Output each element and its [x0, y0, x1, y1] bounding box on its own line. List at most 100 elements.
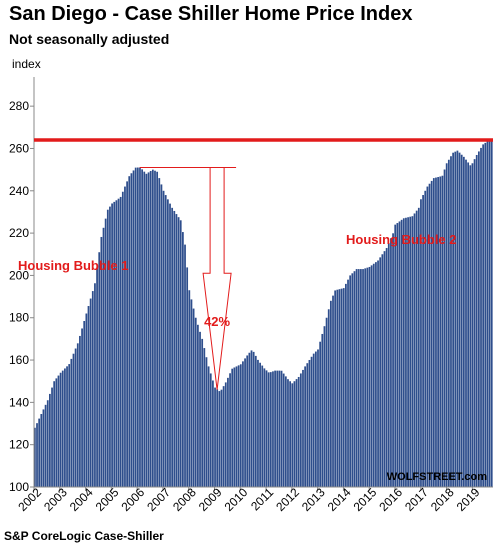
bar — [308, 359, 311, 487]
bar — [76, 343, 79, 487]
bar — [482, 144, 485, 487]
bar — [205, 357, 208, 487]
drop-arrow — [202, 167, 232, 390]
bar — [113, 201, 116, 487]
bar — [40, 414, 43, 487]
x-tick-label: 2005 — [93, 485, 122, 514]
bar — [471, 163, 474, 487]
bar — [381, 254, 384, 487]
bar — [411, 216, 414, 487]
bar — [128, 176, 131, 487]
bar — [87, 306, 90, 487]
bar — [218, 391, 221, 487]
y-tick-label: 240 — [9, 184, 29, 198]
bar — [246, 355, 249, 487]
bar — [299, 373, 302, 487]
x-tick-label: 2010 — [222, 485, 251, 514]
bar — [347, 279, 349, 487]
bar — [220, 389, 223, 487]
bar — [368, 266, 371, 487]
x-tick-label: 2018 — [428, 485, 457, 514]
bar — [147, 172, 150, 487]
bar — [239, 364, 242, 487]
chart-subtitle: Not seasonally adjusted — [9, 31, 170, 47]
bar — [46, 400, 49, 487]
bar — [488, 140, 491, 487]
bar — [443, 169, 446, 487]
bar — [109, 206, 111, 487]
bar — [383, 251, 386, 487]
bar — [81, 328, 83, 487]
x-tick-label: 2009 — [196, 485, 225, 514]
housing-bubble-2-label: Housing Bubble 2 — [346, 232, 457, 247]
bar — [151, 169, 154, 488]
axes-group — [30, 77, 493, 491]
x-tick-label: 2006 — [118, 485, 147, 514]
bar — [104, 218, 107, 487]
x-tick-labels: 2002200320042005200620072008200920102011… — [15, 485, 482, 514]
bar — [166, 199, 169, 487]
bar — [360, 269, 362, 487]
bar — [486, 141, 489, 488]
bar — [91, 291, 94, 487]
bar — [426, 186, 429, 487]
bar — [295, 379, 298, 487]
bars-group — [34, 140, 493, 488]
bar — [345, 283, 347, 487]
bar — [132, 170, 135, 487]
bar — [278, 370, 281, 487]
bar — [394, 224, 397, 487]
y-tick-label: 160 — [9, 353, 29, 367]
bar — [139, 167, 141, 487]
bar — [357, 269, 360, 487]
bar — [261, 365, 264, 487]
bar — [428, 183, 431, 488]
bar — [370, 265, 373, 487]
bar — [269, 372, 272, 487]
bar — [169, 203, 171, 488]
bar — [456, 150, 459, 487]
bar — [224, 382, 227, 487]
chart-title: San Diego - Case Shiller Home Price Inde… — [9, 3, 413, 25]
bar — [480, 147, 482, 487]
bar — [106, 209, 109, 487]
bar — [244, 358, 246, 487]
bar — [460, 154, 463, 488]
x-tick-label: 2008 — [170, 485, 199, 514]
y-tick-label: 100 — [9, 480, 29, 494]
bar — [36, 423, 38, 487]
bar — [396, 223, 399, 488]
y-tick-label: 140 — [9, 395, 29, 409]
bar — [390, 238, 392, 487]
bar — [115, 200, 118, 487]
bar — [484, 142, 487, 487]
bar — [44, 404, 47, 487]
bar — [34, 427, 36, 487]
bar — [430, 180, 433, 488]
bar — [336, 289, 339, 487]
x-tick-label: 2004 — [67, 485, 96, 514]
bar — [280, 370, 283, 487]
source-note: S&P CoreLogic Case-Shiller — [4, 529, 164, 543]
bar — [212, 380, 214, 487]
bar — [402, 218, 405, 487]
bar — [121, 191, 124, 488]
bar — [447, 159, 450, 487]
bar — [235, 366, 238, 487]
bar — [85, 313, 88, 487]
bar — [417, 207, 420, 487]
bar — [364, 268, 367, 487]
bar — [310, 356, 313, 487]
bar — [338, 289, 341, 487]
bar — [182, 232, 184, 487]
bar — [111, 203, 113, 488]
bar — [291, 383, 294, 487]
bar — [149, 170, 152, 488]
bar — [422, 195, 424, 487]
bar — [201, 338, 204, 487]
bar — [409, 216, 412, 487]
bar — [42, 409, 45, 487]
bar — [79, 335, 81, 487]
bar — [227, 377, 229, 487]
bar — [467, 162, 470, 487]
